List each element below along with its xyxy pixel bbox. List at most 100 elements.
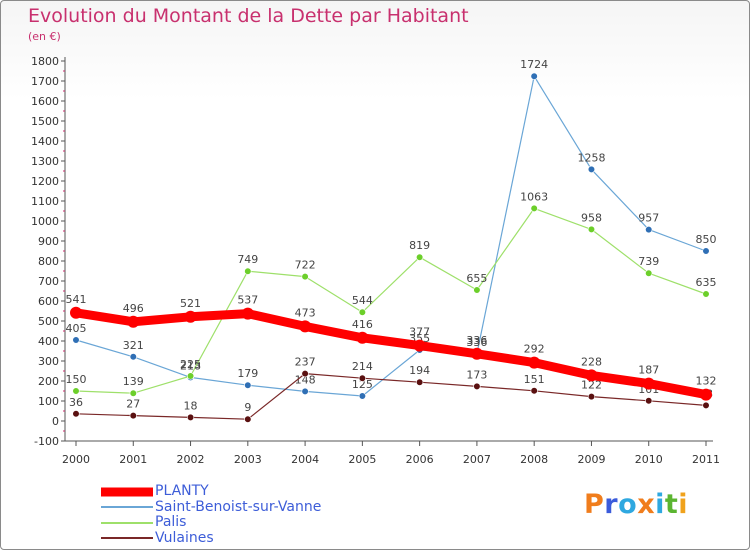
data-label: 9 [244,401,251,414]
legend-label: PLANTY [155,483,209,499]
data-label: 225 [180,358,201,371]
y-tick-label: 1100 [31,195,59,208]
data-point [702,247,710,255]
data-point [702,401,710,410]
data-label: 218 [180,359,201,372]
data-point [70,306,82,319]
data-point [301,273,309,281]
y-tick-label: 900 [38,235,59,248]
data-label: 958 [581,211,602,224]
x-tick-label: 2006 [406,453,434,466]
data-point [473,382,481,391]
data-point [241,307,254,320]
data-point [642,377,655,390]
data-label: 405 [66,322,87,335]
proxiti-logo: Proxiti [584,489,688,520]
data-label: 537 [237,294,258,307]
data-label: 228 [581,355,602,368]
data-point [358,392,366,400]
series-line [75,75,707,397]
series-line [71,308,711,400]
y-tick-label: 300 [38,355,59,368]
data-label: 850 [696,233,717,246]
x-tick-label: 2003 [234,453,262,466]
logo-letter: x [637,489,656,520]
data-label: 655 [466,272,487,285]
chart-title: Evolution du Montant de la Dette par Hab… [28,5,469,27]
logo-letter: P [584,489,605,520]
y-tick-label: 600 [38,295,59,308]
data-point [72,336,80,344]
data-point [645,397,653,405]
y-tick-label: 200 [38,375,59,388]
data-point [413,339,426,352]
legend-swatch [101,506,153,509]
x-tick-label: 2002 [177,453,205,466]
series-vulaines: 362718923721419417315112210178 [69,356,713,423]
data-point [587,165,596,173]
data-label: 122 [581,379,602,392]
data-point [129,353,137,361]
data-label: 132 [696,375,717,388]
data-point [356,331,369,344]
x-tick-label: 2001 [119,453,147,466]
data-point [700,388,712,401]
data-point [299,320,312,333]
data-label: 541 [66,293,87,306]
x-tick-label: 2010 [635,453,663,466]
legend-swatch [101,521,153,524]
data-label: 18 [184,399,198,412]
data-point [528,356,541,369]
y-tick-label: 1400 [31,135,59,148]
data-label: 722 [295,259,316,272]
data-label: 125 [352,378,373,391]
legend-label: Vulaines [155,529,214,546]
data-label: 321 [123,339,144,352]
data-label: 521 [180,297,201,310]
data-point [301,370,309,378]
data-label: 27 [126,398,140,411]
data-point [470,347,483,360]
data-label: 148 [295,373,316,386]
data-point [301,387,309,396]
y-tick-label: 100 [38,395,59,408]
data-label: 179 [237,367,258,380]
y-tick-label: 0 [52,415,59,428]
data-point [645,226,653,234]
data-label: 635 [696,276,717,289]
series-palis: 150 139 225 749 722 544 819 655 1063 958 739 635 [66,190,717,397]
data-label: 36 [69,396,83,409]
data-point [530,387,538,395]
data-label: 377 [409,326,430,339]
x-tick-label: 2004 [291,453,319,466]
data-label: 544 [352,294,373,307]
legend-label: Saint-Benoist-sur-Vanne [155,498,322,515]
data-point [186,413,195,422]
data-label: 214 [352,360,373,373]
legend-item: Saint-Benoist-sur-Vanne [101,498,361,516]
data-label: 187 [638,364,659,377]
data-point [244,267,252,275]
y-tick-label: 1200 [31,175,59,188]
y-tick-label: -100 [34,435,59,448]
legend-item: Palis [101,514,361,531]
y-tick-label: 1800 [31,55,59,68]
data-label: 416 [352,318,373,331]
data-point [129,412,137,420]
y-tick-label: 1000 [31,215,59,228]
legend-item: PLANTY [101,483,361,500]
legend-item: Vulaines [101,529,361,547]
data-label: 496 [123,302,144,315]
data-point [358,308,366,316]
series-line [75,207,707,394]
data-label: 151 [524,373,545,386]
data-point [127,315,140,328]
data-point [473,286,481,294]
data-point [244,381,252,389]
data-point [645,269,653,277]
y-tick-label: 700 [38,275,59,288]
y-tick-label: 1500 [31,115,59,128]
data-label: 1258 [577,151,605,164]
data-label: 739 [638,255,659,268]
